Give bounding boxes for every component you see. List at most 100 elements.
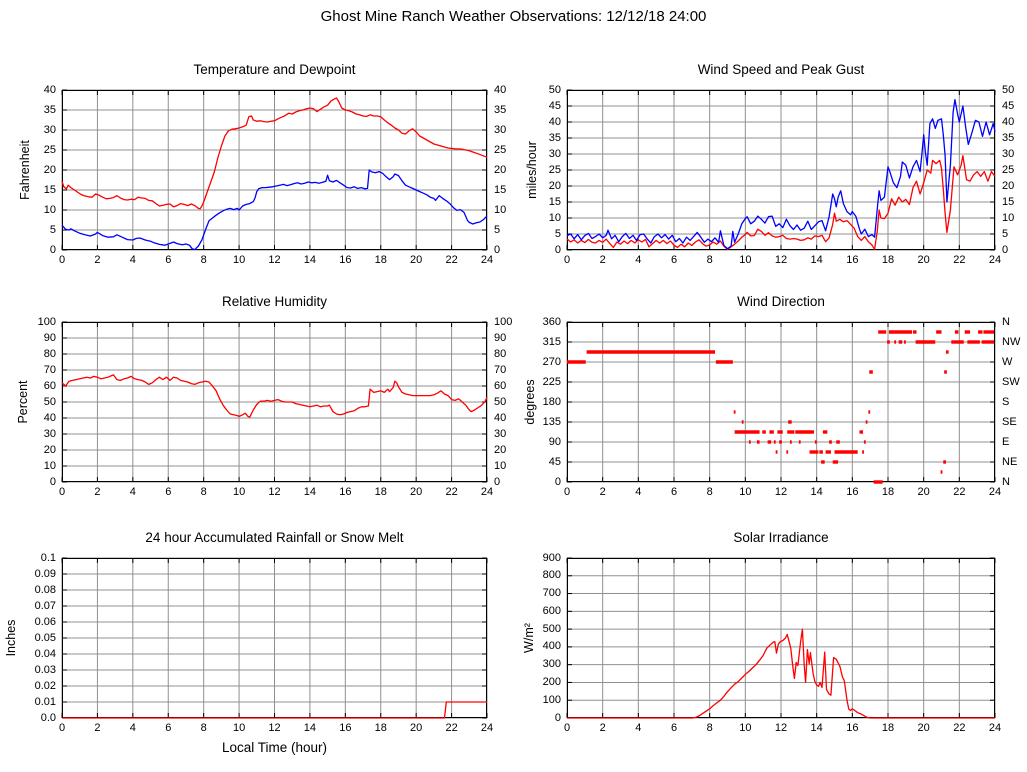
x-tick-label: 8 — [706, 722, 713, 734]
y-tick-label: 100 — [37, 315, 56, 328]
y-tick-label-right: 5 — [1002, 227, 1009, 240]
y-tick-label-right: NW — [1002, 335, 1021, 348]
wind-direction-title: Wind Direction — [737, 294, 825, 309]
x-tick-label: 0 — [58, 486, 66, 498]
y-tick-label: 200 — [542, 675, 561, 688]
y-tick-label: 20 — [548, 179, 561, 192]
x-tick-label: 20 — [917, 486, 930, 498]
x-tick-label: 12 — [268, 722, 281, 734]
y-tick-label: 700 — [542, 587, 561, 600]
x-tick-label: 24 — [480, 486, 494, 498]
x-tick-label: 24 — [988, 254, 1002, 266]
y-tick-label-right: 40 — [494, 411, 507, 424]
temperature-dewpoint-series-temperature — [61, 97, 488, 210]
y-tick-label-right: 35 — [494, 103, 507, 116]
y-tick-label: 0.0 — [40, 711, 56, 724]
wind-speed-gust-title: Wind Speed and Peak Gust — [697, 62, 865, 77]
y-tick-label: 0 — [554, 711, 561, 724]
y-tick-label: 30 — [43, 123, 56, 136]
wind-direction-ylabel: degrees — [523, 379, 537, 425]
y-tick-label-right: 30 — [1002, 147, 1015, 160]
y-tick-label: 0.07 — [34, 599, 56, 612]
x-tick-label: 22 — [445, 486, 458, 498]
y-tick-label: 180 — [542, 395, 561, 408]
x-tick-label: 2 — [599, 486, 606, 498]
x-tick-label: 8 — [200, 722, 207, 734]
y-tick-label-right: 15 — [494, 183, 507, 196]
y-tick-label: 40 — [43, 411, 56, 424]
x-tick-label: 12 — [774, 486, 788, 498]
x-tick-label: 10 — [232, 486, 246, 498]
y-tick-label: 50 — [43, 395, 56, 408]
x-tick-label: 22 — [445, 722, 458, 734]
y-tick-label: 35 — [43, 103, 56, 116]
x-tick-label: 16 — [339, 486, 352, 498]
y-tick-label-right: 25 — [494, 143, 507, 156]
x-tick-label: 2 — [94, 722, 101, 734]
y-tick-label-right: 90 — [494, 331, 507, 344]
y-tick-label: 90 — [43, 331, 56, 344]
y-tick-label-right: SE — [1002, 415, 1017, 428]
rainfall-ylabel: Inches — [4, 619, 18, 657]
y-tick-label: 0.09 — [34, 567, 56, 580]
y-tick-label: 90 — [548, 435, 561, 448]
y-tick-label-right: N — [1002, 315, 1010, 328]
x-tick-label: 10 — [232, 722, 246, 734]
x-tick-label: 18 — [374, 254, 387, 266]
x-tick-label: 20 — [917, 254, 930, 266]
y-tick-label: 10 — [43, 203, 56, 216]
x-tick-label: 18 — [374, 486, 387, 498]
wind-speed-gust-series-peak-gust — [566, 98, 996, 250]
y-tick-label: 60 — [43, 379, 56, 392]
y-tick-label-right: 60 — [494, 379, 507, 392]
x-tick-label: 6 — [165, 254, 172, 266]
page-title: Ghost Mine Ranch Weather Observations: 1… — [320, 8, 707, 25]
x-tick-label: 0 — [58, 722, 66, 734]
y-tick-label: 5 — [554, 227, 561, 240]
y-tick-label-right: 20 — [1002, 179, 1015, 192]
y-tick-label: 0.01 — [34, 695, 56, 708]
x-tick-label: 18 — [881, 254, 895, 266]
y-tick-label: 400 — [542, 640, 561, 653]
y-tick-label-right: 35 — [1002, 131, 1015, 144]
y-tick-label: 0.1 — [40, 551, 56, 564]
y-tick-label: 100 — [542, 693, 561, 706]
x-tick-label: 14 — [303, 722, 317, 734]
y-tick-label-right: 30 — [494, 427, 507, 440]
y-tick-label: 10 — [43, 459, 56, 472]
x-tick-label: 24 — [988, 722, 1002, 734]
solar-irradiance-ylabel: W/m² — [522, 623, 536, 653]
y-tick-label-right: W — [1002, 355, 1013, 368]
y-tick-label-right: NE — [1002, 455, 1018, 468]
x-tick-label: 8 — [200, 254, 207, 266]
x-tick-label: 20 — [410, 722, 423, 734]
x-tick-label: 6 — [670, 722, 678, 734]
rainfall-series-accumulated-rainfall — [62, 701, 487, 719]
x-tick-label: 10 — [739, 722, 752, 734]
y-tick-label: 20 — [43, 443, 56, 456]
x-tick-label: 10 — [232, 254, 246, 266]
y-tick-label-right: 0 — [494, 475, 501, 488]
y-tick-label: 600 — [542, 604, 561, 617]
y-tick-label: 15 — [548, 195, 561, 208]
y-tick-label: 10 — [548, 211, 561, 224]
y-tick-label: 25 — [43, 143, 56, 156]
x-tick-label: 12 — [774, 254, 788, 266]
x-tick-label: 22 — [445, 254, 458, 266]
y-tick-label: 30 — [43, 427, 56, 440]
wind-speed-gust-ylabel: miles/hour — [525, 141, 539, 199]
y-tick-label: 900 — [542, 551, 561, 564]
x-tick-label: 2 — [599, 254, 606, 266]
y-tick-label-right: S — [1002, 395, 1010, 408]
x-tick-label: 16 — [339, 254, 352, 266]
x-tick-label: 4 — [635, 254, 642, 266]
x-tick-label: 20 — [410, 254, 423, 266]
x-tick-label: 0 — [58, 254, 66, 266]
y-tick-label-right: 20 — [494, 443, 507, 456]
x-tick-label: 18 — [881, 486, 895, 498]
y-tick-label: 360 — [542, 315, 561, 328]
y-tick-label-right: 30 — [494, 123, 507, 136]
x-tick-label: 8 — [706, 486, 713, 498]
x-tick-label: 16 — [846, 254, 859, 266]
